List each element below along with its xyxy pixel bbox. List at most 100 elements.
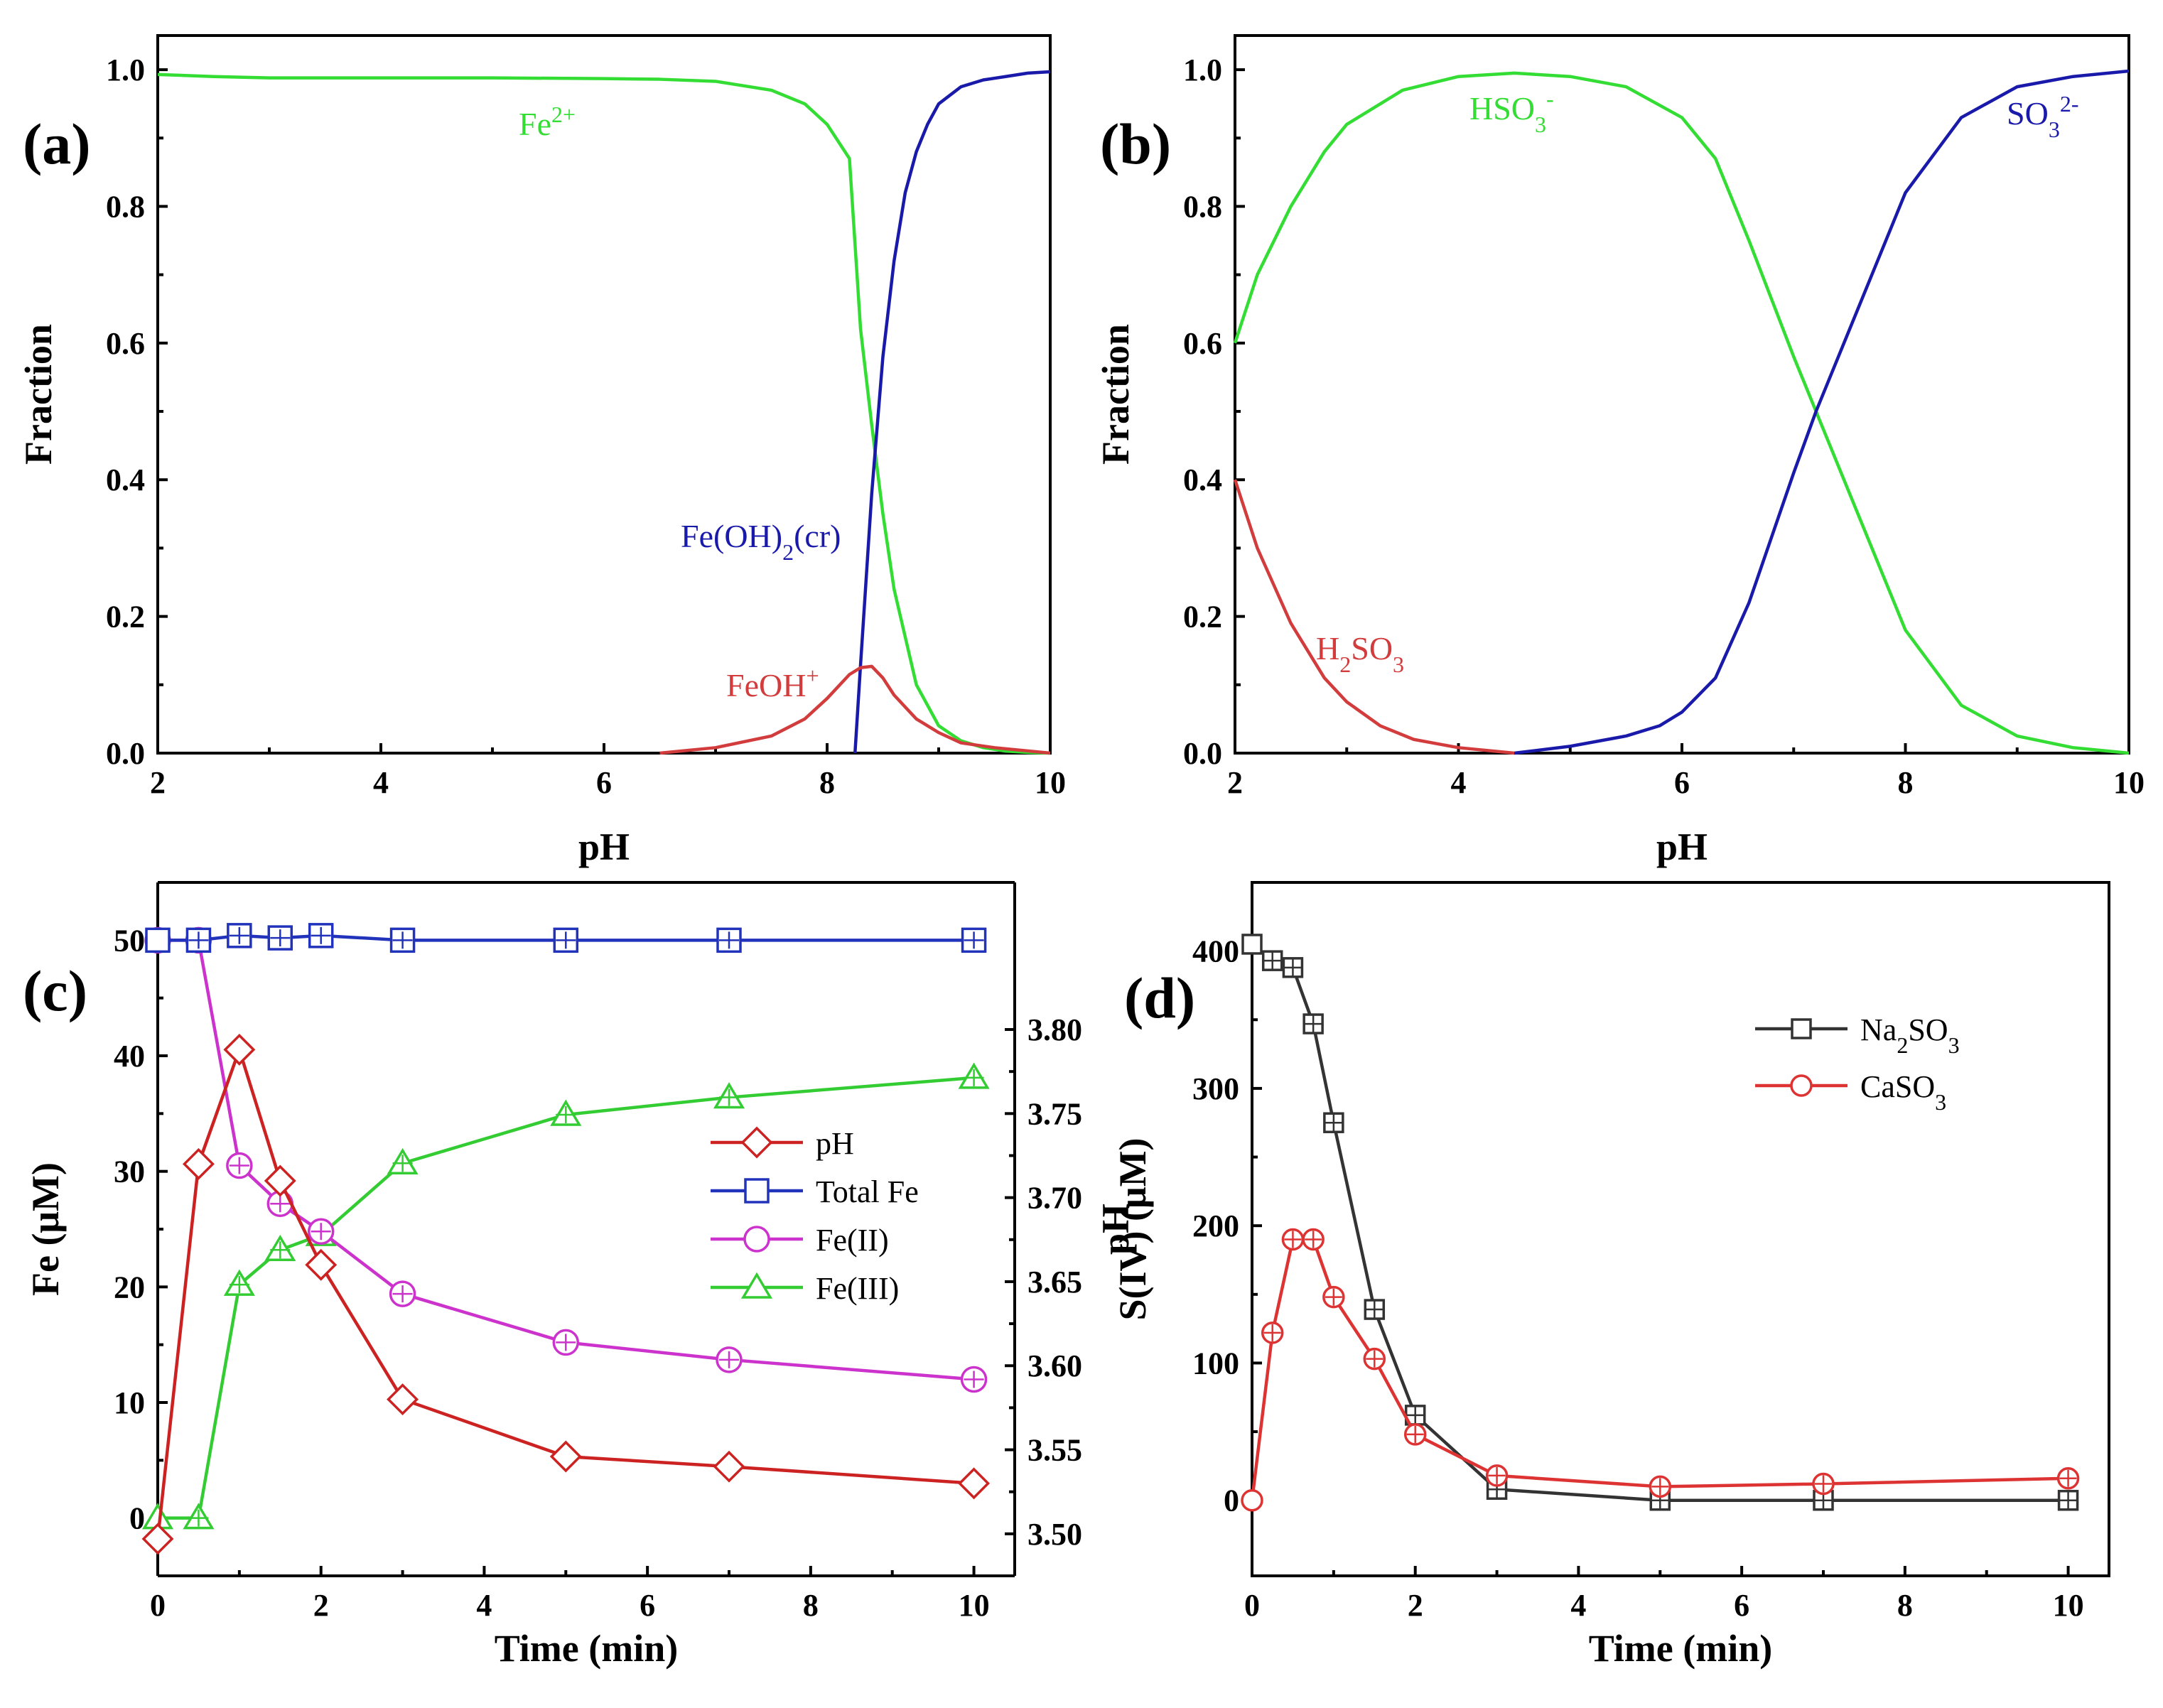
y-right-tick-label: 3.65 <box>1027 1265 1082 1299</box>
x-axis-title: pH <box>578 826 630 868</box>
x-tick-label: 10 <box>1035 765 1066 800</box>
data-point-pH <box>223 1033 256 1066</box>
data-point-pH <box>549 1440 582 1473</box>
legend-marker <box>743 1226 770 1253</box>
x-tick-label: 8 <box>1897 1588 1913 1623</box>
legend-marker <box>1790 1074 1813 1097</box>
y-tick-label: 0 <box>1224 1483 1239 1518</box>
y-right-tick-label: 3.50 <box>1027 1517 1082 1552</box>
y-tick-label: 0.4 <box>1183 463 1222 497</box>
legend-label: CaSO3 <box>1860 1069 1946 1115</box>
y-tick-label: 50 <box>114 923 145 958</box>
y-tick-label: 0.2 <box>106 600 145 634</box>
data-point-pH <box>141 1523 174 1555</box>
panel-a-pH-speciation-iron: 2 4 6 8 10 0.0 0.2 0.4 0.6 0.8 1.0 Fe2+ Fe(OH)2(cr) F… <box>17 34 1066 868</box>
y-right-tick-label: 3.80 <box>1027 1012 1082 1047</box>
x-tick-label: 10 <box>959 1588 990 1623</box>
y-axis-title: Fraction <box>17 324 60 465</box>
legend-marker <box>1791 1018 1812 1039</box>
y-tick-label: 0.4 <box>106 463 145 497</box>
y-tick-label: 200 <box>1192 1209 1239 1243</box>
series-line-0 <box>1233 71 2130 755</box>
data-point-Total Fe <box>145 927 171 953</box>
x-tick-label: 4 <box>1451 765 1467 800</box>
data-point-pH <box>264 1164 296 1197</box>
panel-label: (c) <box>23 958 87 1023</box>
series-line-1 <box>853 70 1051 754</box>
legend-label: Fe(II) <box>816 1223 889 1258</box>
x-tick-label: 6 <box>1674 765 1690 800</box>
series-line-0 <box>157 72 1051 755</box>
series-label-1: SO32- <box>2007 91 2078 142</box>
series-label-2: FeOH+ <box>726 663 819 703</box>
data-point-pH <box>387 1383 419 1416</box>
plot-frame <box>156 34 1052 755</box>
y-tick-label: 10 <box>114 1385 145 1420</box>
x-tick-label: 2 <box>150 765 166 800</box>
y-tick-label: 0.8 <box>106 189 145 224</box>
y-tick-label: 1.0 <box>1183 53 1222 87</box>
x-axis-title: Time (min) <box>495 1627 678 1670</box>
x-axis-title: Time (min) <box>1589 1627 1772 1670</box>
plot-frame <box>1251 881 2110 1577</box>
x-tick-label: 6 <box>1734 1588 1749 1623</box>
panel-label: (b) <box>1100 112 1171 176</box>
x-tick-label: 2 <box>1408 1588 1423 1623</box>
y-axis-title: S(IV) (μM) <box>1111 1137 1154 1320</box>
y-tick-label: 0.6 <box>1183 326 1222 361</box>
data-point-pH <box>713 1450 745 1483</box>
series-line-1 <box>1514 69 2130 755</box>
y-tick-label: 30 <box>114 1155 145 1189</box>
x-tick-label: 8 <box>1898 765 1914 800</box>
x-tick-label: 8 <box>803 1588 819 1623</box>
legend-marker <box>740 1272 773 1299</box>
y-tick-label: 0.2 <box>1183 600 1222 634</box>
y-right-tick-label: 3.70 <box>1027 1181 1082 1216</box>
x-tick-label: 4 <box>476 1588 492 1623</box>
y-axis-title: Fraction <box>1094 324 1137 465</box>
y-axis-title: Fe (μM) <box>24 1162 67 1296</box>
x-tick-label: 2 <box>1227 765 1243 800</box>
x-tick-label: 6 <box>596 765 612 800</box>
x-tick-label: 10 <box>2113 765 2145 800</box>
y-tick-label: 0.0 <box>1183 736 1222 771</box>
x-tick-label: 0 <box>1244 1588 1260 1623</box>
x-tick-label: 6 <box>640 1588 655 1623</box>
legend-marker <box>744 1178 770 1204</box>
y-tick-label: 1.0 <box>106 53 145 87</box>
series-label-0: Fe2+ <box>519 102 576 142</box>
y-right-axis-title: pH <box>1094 1204 1137 1255</box>
x-tick-label: 10 <box>2053 1588 2084 1623</box>
y-tick-label: 0.0 <box>106 736 145 771</box>
data-point-pH <box>182 1147 215 1180</box>
x-axis-title: pH <box>1656 826 1708 868</box>
legend-label: pH <box>816 1126 854 1161</box>
y-right-tick-label: 3.75 <box>1027 1096 1082 1131</box>
y-tick-label: 100 <box>1192 1346 1239 1380</box>
data-point-pH <box>958 1467 991 1500</box>
panel-b-pH-speciation-sulfite: 2 4 6 8 10 0.0 0.2 0.4 0.6 0.8 1.0 HSO3- SO32- H2SO3 p… <box>1094 34 2145 868</box>
data-point-pH <box>305 1248 338 1281</box>
data-point-series-0 <box>1241 934 1263 955</box>
y-tick-label: 300 <box>1192 1071 1239 1106</box>
legend-label: Fe(III) <box>816 1271 899 1306</box>
x-tick-label: 4 <box>373 765 389 800</box>
y-tick-label: 400 <box>1192 934 1239 969</box>
data-point-series-1 <box>1241 1488 1263 1512</box>
y-tick-label: 0.6 <box>106 326 145 361</box>
y-right-tick-label: 3.60 <box>1027 1348 1082 1383</box>
y-right-tick-label: 3.55 <box>1027 1433 1082 1468</box>
series-label-2: H2SO3 <box>1316 630 1404 677</box>
legend-label: Na2SO3 <box>1860 1012 1960 1058</box>
series-label-1: Fe(OH)2(cr) <box>681 518 841 565</box>
legend-label: Total Fe <box>816 1174 919 1209</box>
series-line-2 <box>1233 479 1515 755</box>
y-tick-label: 20 <box>114 1270 145 1304</box>
x-tick-label: 8 <box>819 765 835 800</box>
x-tick-label: 4 <box>1570 1588 1586 1623</box>
y-tick-label: 0.8 <box>1183 189 1222 224</box>
legend-marker <box>740 1126 773 1159</box>
y-tick-label: 40 <box>114 1039 145 1074</box>
panel-label: (a) <box>23 112 91 176</box>
